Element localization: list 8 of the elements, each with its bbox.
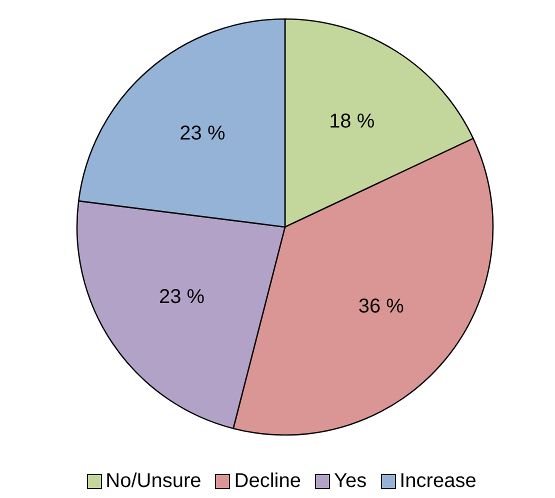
data-label: 18 %: [329, 110, 375, 133]
legend-label: Yes: [334, 470, 367, 493]
data-label: 36 %: [358, 296, 404, 318]
legend-label: Decline: [234, 470, 301, 493]
legend-label: No/Unsure: [106, 470, 202, 493]
data-label: 23 %: [158, 286, 205, 308]
legend-label: Increase: [400, 470, 476, 493]
data-label: 23 %: [180, 122, 226, 144]
